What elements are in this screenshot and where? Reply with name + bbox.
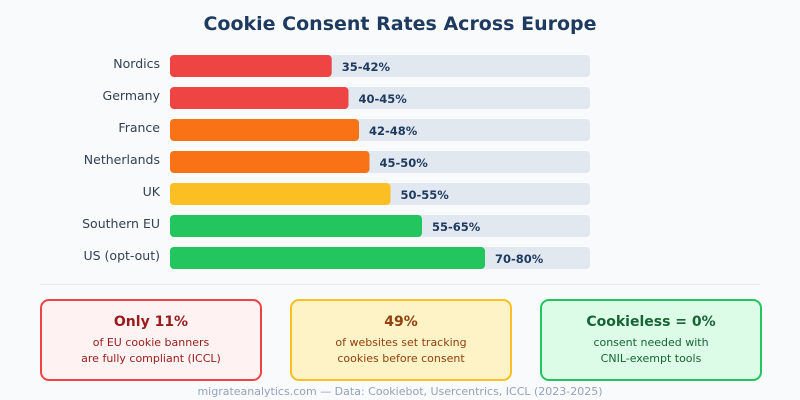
stat-card: Only 11% of EU cookie banners are fully co… [40,299,262,381]
bar [170,87,349,109]
category-label: UK [143,184,161,199]
bar [170,247,485,269]
data-label: 40-45% [359,92,408,106]
data-label: 45-50% [380,156,429,170]
category-label: Germany [103,88,161,103]
data-label: 42-48% [369,124,418,138]
category-label: Southern EU [82,216,160,231]
bar [170,119,359,141]
chart-title: Cookie Consent Rates Across Europe [203,13,597,35]
data-label: 70-80% [495,252,544,266]
divider [40,284,760,285]
stat-card: 49% of websites set tracking cookies befor… [290,299,512,381]
bar [170,215,422,237]
bar [170,183,391,205]
data-label: 50-55% [401,188,450,202]
category-label: Netherlands [84,152,160,167]
stat-headline: Only 11% [113,314,189,330]
bar [170,151,370,173]
stat-description: consent needed with CNIL-exempt tools [593,336,709,365]
stat-headline: 49% [384,314,418,330]
category-label: Nordics [113,56,160,71]
bar [170,55,332,77]
category-label: France [118,120,160,135]
stat-headline: Cookieless = 0% [586,314,716,330]
stat-card: Cookieless = 0% consent needed with CNIL-e… [540,299,762,381]
category-label: US (opt-out) [83,248,160,263]
footer-source: migrateanalytics.com — Data: Cookiebot, … [197,385,603,398]
data-label: 55-65% [432,220,481,234]
bar-chart: Nordics 35-42% Germany 40-45% France 42-48% Ne… [82,55,590,269]
stat-description: of EU cookie banners are fully compliant … [81,336,221,365]
stat-description: of websites set tracking cookies before c… [335,336,467,365]
data-label: 35-42% [342,60,391,74]
